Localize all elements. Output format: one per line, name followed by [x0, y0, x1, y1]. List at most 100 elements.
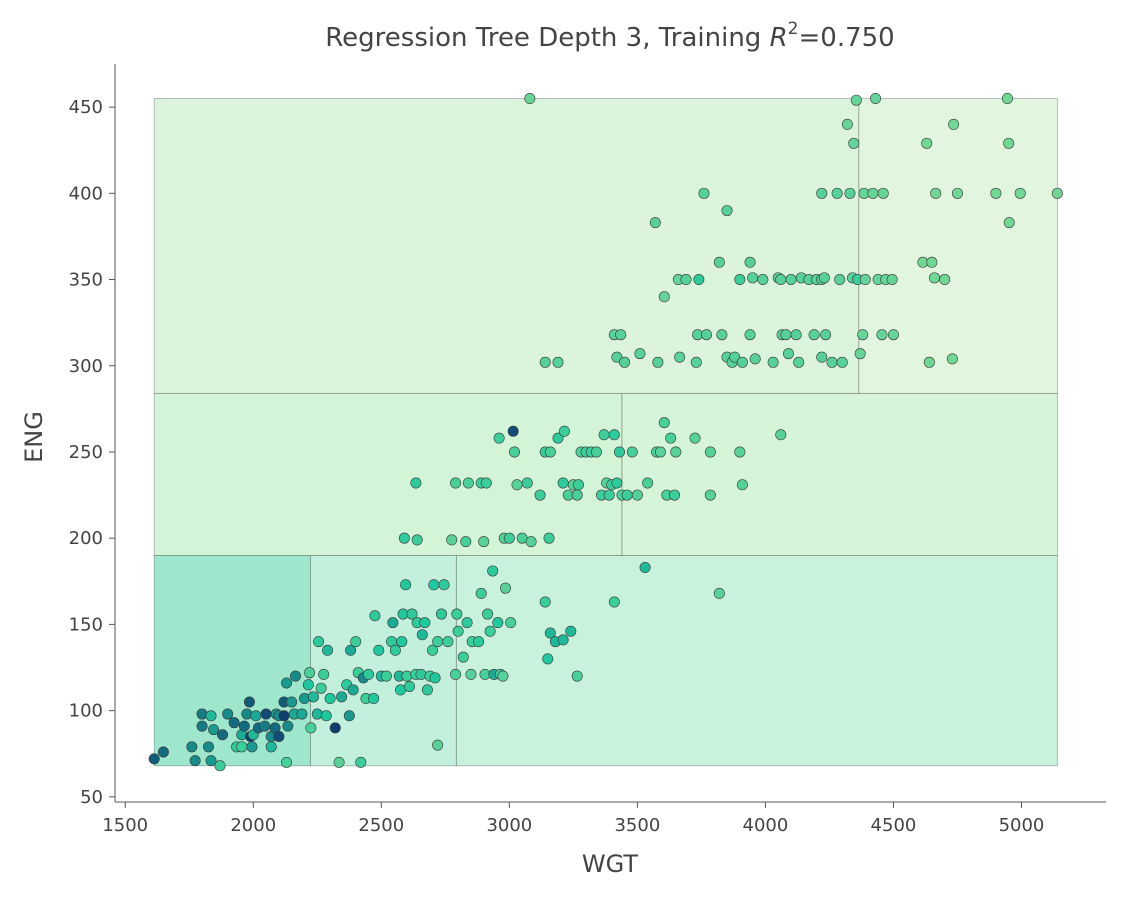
data-point [214, 760, 226, 772]
data-point [298, 693, 310, 705]
data-point [460, 536, 472, 548]
data-point [403, 680, 415, 692]
data-point [493, 432, 505, 444]
data-point [416, 629, 428, 641]
data-point [744, 256, 756, 268]
data-point [396, 636, 408, 648]
data-point [497, 670, 509, 682]
data-point [841, 118, 853, 130]
data-point [571, 670, 583, 682]
data-point [649, 217, 661, 229]
data-point [487, 565, 499, 577]
data-point [442, 636, 454, 648]
data-point [305, 722, 317, 734]
tick-labels: 1500 2000 2500 3000 3500 4000 4500 5000 50 100 150… [69, 97, 1045, 836]
data-point [850, 94, 862, 106]
data-point [534, 489, 546, 501]
data-point [217, 729, 229, 741]
data-point [389, 644, 401, 656]
data-point [736, 479, 748, 491]
data-point [785, 274, 797, 286]
data-point [716, 329, 728, 341]
data-point [690, 356, 702, 368]
scatter-points [148, 92, 1063, 772]
y-tick-label: 250 [69, 442, 103, 463]
data-point [281, 677, 293, 689]
data-point [521, 477, 533, 489]
data-point [808, 329, 820, 341]
data-point [886, 274, 898, 286]
data-point [736, 356, 748, 368]
data-point [324, 693, 336, 705]
data-point [820, 329, 832, 341]
data-point [525, 536, 537, 548]
data-point [619, 356, 631, 368]
data-point [461, 617, 473, 629]
data-point [713, 587, 725, 599]
data-point [457, 651, 469, 663]
data-point [329, 722, 341, 734]
data-point [1003, 137, 1015, 149]
data-point [473, 636, 485, 648]
tree-region-5 [621, 392, 1058, 556]
data-point [500, 582, 512, 594]
data-point [923, 356, 935, 368]
data-point [611, 477, 623, 489]
data-point [948, 118, 960, 130]
tree-region-7 [858, 98, 1058, 394]
data-point [626, 446, 638, 458]
data-point [603, 489, 615, 501]
data-point [480, 477, 492, 489]
data-point [876, 329, 888, 341]
x-tick-label: 3500 [614, 815, 660, 836]
data-point [369, 610, 381, 622]
data-point [438, 579, 450, 591]
data-point [565, 625, 577, 637]
data-point [492, 617, 504, 629]
data-point [854, 348, 866, 360]
data-point [286, 696, 298, 708]
data-point [401, 670, 413, 682]
data-point [241, 708, 253, 720]
data-point [482, 608, 494, 620]
data-point [757, 274, 769, 286]
data-point [450, 477, 462, 489]
data-point [782, 348, 794, 360]
data-point [665, 432, 677, 444]
data-point [322, 644, 334, 656]
data-point [451, 608, 463, 620]
data-point [775, 429, 787, 441]
data-point [1001, 92, 1013, 104]
data-point [611, 351, 623, 363]
data-point [345, 644, 357, 656]
y-tick-label: 200 [69, 528, 103, 549]
data-point [148, 753, 160, 765]
data-point [558, 425, 570, 437]
data-point [848, 137, 860, 149]
data-point [222, 708, 234, 720]
data-point [826, 356, 838, 368]
data-point [939, 274, 951, 286]
x-tick-label: 5000 [999, 815, 1045, 836]
data-point [238, 720, 250, 732]
data-point [320, 710, 332, 722]
x-tick-label: 3000 [486, 815, 532, 836]
data-point [631, 489, 643, 501]
data-point [658, 291, 670, 303]
data-point [273, 730, 285, 742]
data-point [428, 579, 440, 591]
data-point [281, 756, 293, 768]
data-point [790, 329, 802, 341]
data-point [363, 668, 375, 680]
data-point [243, 696, 255, 708]
tree-region-4 [153, 392, 623, 556]
data-point [744, 329, 756, 341]
data-point [552, 432, 564, 444]
data-point [571, 489, 583, 501]
data-point [355, 756, 367, 768]
data-point [373, 644, 385, 656]
data-point [634, 348, 646, 360]
y-axis-label: ENG [20, 411, 48, 463]
data-point [928, 272, 940, 284]
data-point [368, 693, 380, 705]
